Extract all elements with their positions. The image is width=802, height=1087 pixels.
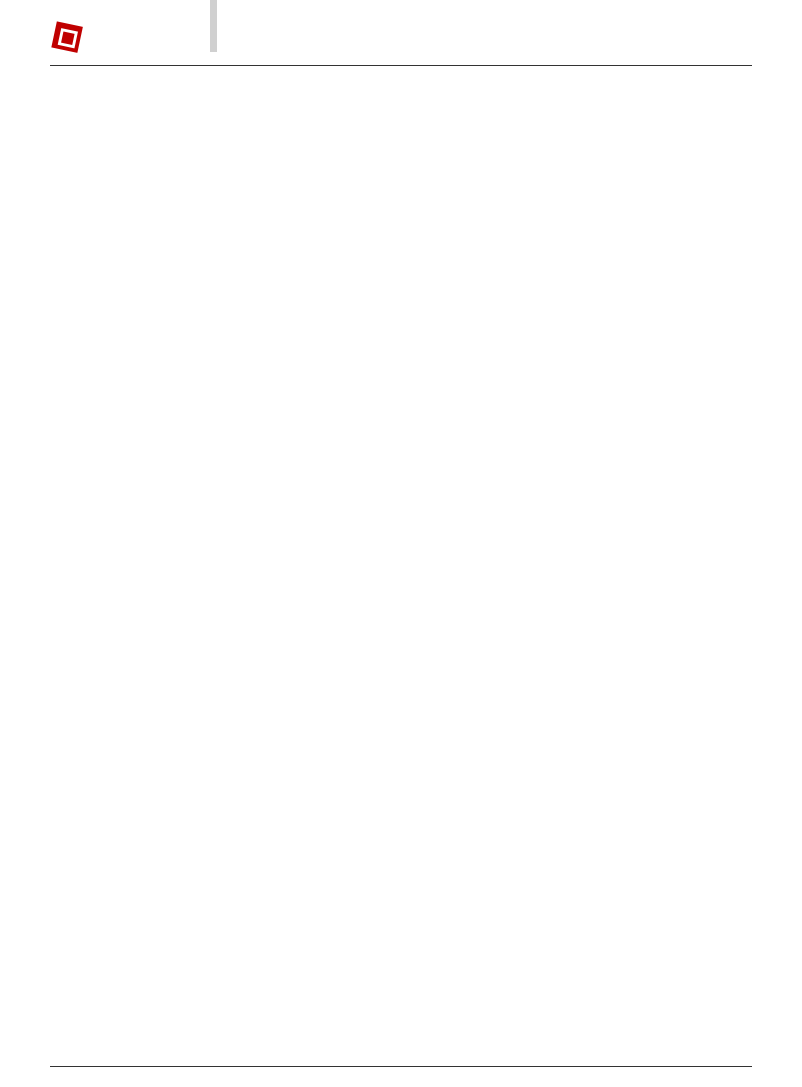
- orient-securities-logo-icon: [50, 20, 88, 58]
- page-footer: [50, 1066, 752, 1071]
- header-gray-bar: [210, 0, 217, 52]
- page-header: [0, 0, 802, 66]
- logo-area: [50, 20, 92, 58]
- charts-grid: [0, 66, 802, 96]
